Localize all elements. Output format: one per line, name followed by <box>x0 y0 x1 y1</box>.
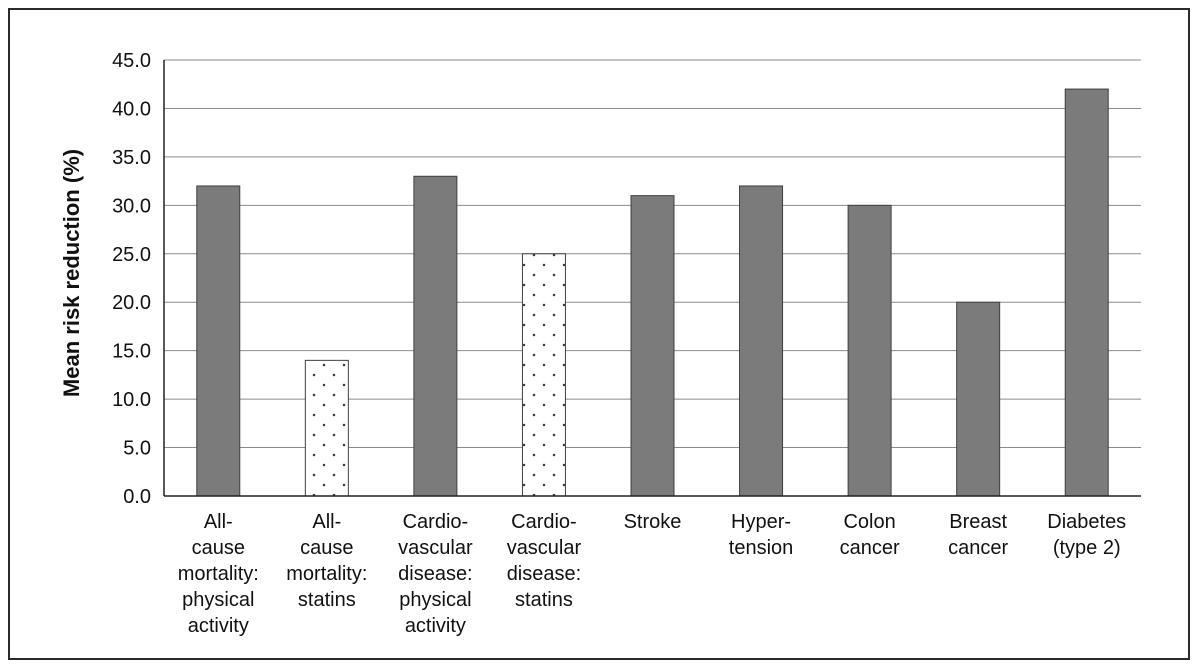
category-label-line: disease: <box>398 563 473 585</box>
category-label-line: Breast <box>949 511 1007 533</box>
y-tick-label: 20.0 <box>112 292 151 314</box>
bar <box>521 253 566 497</box>
y-tick-label: 10.0 <box>112 389 151 411</box>
category-label-line: mortality: <box>286 563 367 585</box>
category-label: Colon cancer <box>840 511 900 559</box>
axes-layer <box>163 60 1141 497</box>
category-label-line: Colon <box>843 511 895 533</box>
y-tick-label: 35.0 <box>112 147 151 169</box>
category-label-line: Stroke <box>624 511 682 533</box>
category-label: Hyper-tension <box>729 511 794 559</box>
category-label-line: vascular <box>398 537 473 559</box>
category-label-line: mortality: <box>178 563 259 585</box>
category-label: All-cause mortality: statins <box>286 511 367 611</box>
category-label-line: disease: <box>507 563 582 585</box>
bar <box>413 175 458 497</box>
bars-layer <box>196 88 1109 497</box>
category-label: Diabetes (type 2) <box>1047 511 1126 559</box>
y-tick-label: 5.0 <box>123 438 151 460</box>
category-label-line: cancer <box>948 537 1008 559</box>
bar <box>1064 88 1109 497</box>
category-label: Cardio-vascular disease: statins <box>507 511 582 611</box>
y-tick-label: 15.0 <box>112 341 151 363</box>
category-label-line: All- <box>312 511 341 533</box>
category-label: All-cause mortality: physical activity <box>178 511 259 637</box>
category-label-line: Diabetes <box>1047 511 1126 533</box>
bar <box>956 301 1001 497</box>
bar <box>196 185 241 497</box>
category-label: Cardio-vascular disease: physical activity <box>398 511 473 637</box>
category-label-line: Hyper- <box>731 511 791 533</box>
y-tick-label: 30.0 <box>112 195 151 217</box>
category-label: Stroke <box>624 511 682 533</box>
category-label-line: statins <box>298 589 356 611</box>
y-axis-title: Mean risk reduction (%) <box>59 149 84 397</box>
y-tick-label: 0.0 <box>123 486 151 508</box>
category-label-line: cause <box>192 537 245 559</box>
category-label-line: vascular <box>507 537 582 559</box>
category-label-line: activity <box>405 615 466 637</box>
category-label-line: All- <box>204 511 233 533</box>
y-tick-label: 45.0 <box>112 50 151 72</box>
category-label-line: cause <box>300 537 353 559</box>
bar <box>630 195 675 497</box>
bar <box>739 185 784 497</box>
bar <box>304 359 349 497</box>
category-label-line: tension <box>729 537 794 559</box>
category-label-line: cancer <box>840 537 900 559</box>
category-label-line: physical <box>182 589 254 611</box>
category-label-line: Cardio- <box>403 511 469 533</box>
labels-layer: 0.0 5.0 10.0 15.0 20.0 25.0 30.0 35.0 40.0 45.0 Al… <box>112 50 1126 637</box>
bar <box>847 204 892 497</box>
category-label-line: (type 2) <box>1053 537 1121 559</box>
category-label-line: physical <box>399 589 471 611</box>
category-label-line: Cardio- <box>511 511 577 533</box>
category-label-line: statins <box>515 589 573 611</box>
category-label: Breast cancer <box>948 511 1008 559</box>
category-label-line: activity <box>188 615 249 637</box>
y-tick-label: 40.0 <box>112 98 151 120</box>
y-tick-label: 25.0 <box>112 244 151 266</box>
